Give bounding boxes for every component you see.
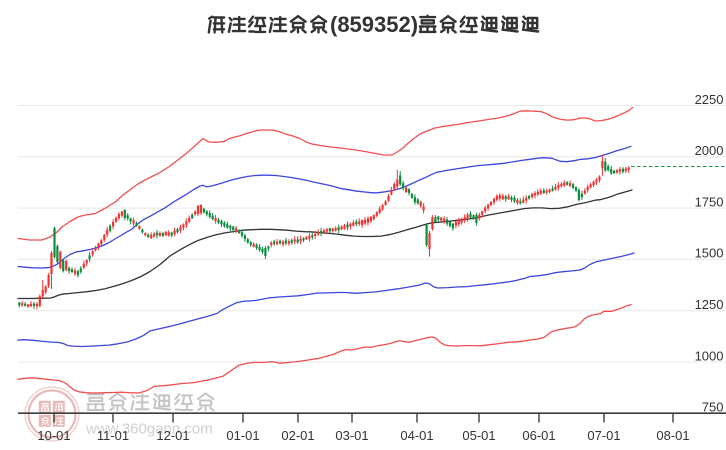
svg-text:www.360gann.com: www.360gann.com bbox=[85, 421, 213, 438]
svg-text:1500: 1500 bbox=[695, 246, 724, 261]
svg-text:1250: 1250 bbox=[695, 297, 724, 312]
svg-text:1750: 1750 bbox=[695, 194, 724, 209]
svg-text:04-01: 04-01 bbox=[400, 428, 433, 443]
svg-text:750: 750 bbox=[702, 400, 724, 415]
svg-text:2000: 2000 bbox=[695, 143, 724, 158]
svg-text:2250: 2250 bbox=[695, 92, 724, 107]
svg-text:07-01: 07-01 bbox=[587, 428, 620, 443]
svg-text:01-01: 01-01 bbox=[226, 428, 259, 443]
svg-text:05-01: 05-01 bbox=[462, 428, 495, 443]
svg-text:02-01: 02-01 bbox=[281, 428, 314, 443]
svg-text:12-01: 12-01 bbox=[156, 428, 189, 443]
svg-text:08-01: 08-01 bbox=[656, 428, 689, 443]
svg-text:11-01: 11-01 bbox=[97, 428, 129, 443]
svg-text:(859352): (859352) bbox=[330, 12, 418, 37]
svg-text:03-01: 03-01 bbox=[335, 428, 368, 443]
svg-text:06-01: 06-01 bbox=[522, 428, 555, 443]
svg-text:1000: 1000 bbox=[695, 348, 724, 363]
svg-text:10-01: 10-01 bbox=[37, 428, 70, 443]
